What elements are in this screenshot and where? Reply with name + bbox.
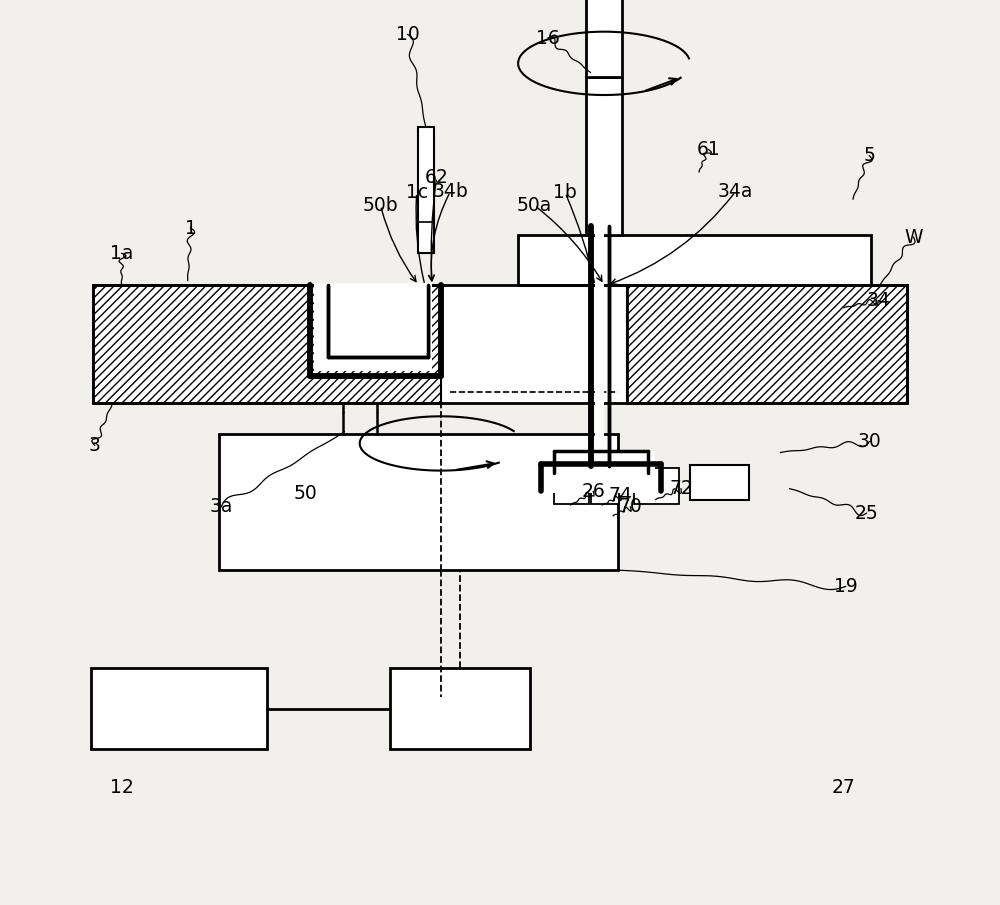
Bar — [547, 462, 655, 493]
Text: 1b: 1b — [553, 184, 577, 202]
Text: 10: 10 — [396, 25, 420, 43]
Bar — [390, 668, 530, 749]
Bar — [91, 668, 267, 749]
Text: 1c: 1c — [406, 184, 428, 202]
Bar — [314, 283, 432, 371]
Text: 70: 70 — [618, 498, 642, 516]
Text: 61: 61 — [696, 140, 720, 158]
Text: 5: 5 — [863, 147, 875, 165]
Text: 62: 62 — [425, 168, 449, 186]
Text: 30: 30 — [857, 433, 881, 451]
Text: 1: 1 — [185, 219, 196, 237]
Text: 34: 34 — [866, 291, 890, 310]
Text: 50a: 50a — [517, 196, 552, 214]
Bar — [333, 283, 428, 353]
Bar — [441, 286, 627, 402]
Bar — [690, 465, 749, 500]
Text: 1a: 1a — [110, 244, 133, 262]
Text: 34b: 34b — [432, 183, 468, 201]
Text: 27: 27 — [832, 778, 856, 796]
Text: 19: 19 — [834, 577, 858, 595]
Bar — [634, 468, 679, 504]
Text: 72: 72 — [669, 480, 693, 498]
Bar — [586, 0, 622, 77]
Text: 26: 26 — [581, 482, 605, 500]
Text: 34a: 34a — [718, 183, 753, 201]
Bar — [518, 235, 871, 285]
Text: 74: 74 — [608, 487, 632, 505]
Text: 50: 50 — [294, 484, 317, 502]
Bar — [418, 127, 434, 253]
Bar — [554, 468, 589, 504]
Bar — [586, 77, 622, 235]
Bar — [93, 285, 441, 403]
Text: 16: 16 — [536, 29, 560, 47]
Text: 3a: 3a — [210, 498, 233, 516]
Text: W: W — [904, 228, 923, 246]
Text: 3: 3 — [89, 436, 100, 454]
Bar — [590, 468, 619, 504]
Text: 25: 25 — [855, 504, 878, 522]
Bar — [595, 161, 604, 468]
Bar — [547, 451, 655, 469]
Text: 12: 12 — [110, 778, 134, 796]
Bar — [219, 434, 618, 570]
Bar — [627, 285, 907, 403]
Text: 50b: 50b — [363, 196, 398, 214]
